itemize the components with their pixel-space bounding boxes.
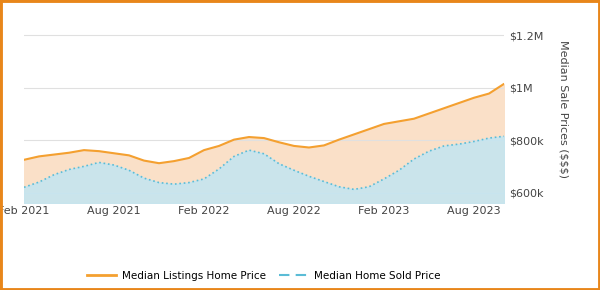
Legend: Median Listings Home Price, Median Home Sold Price: Median Listings Home Price, Median Home … [83,267,445,285]
Y-axis label: Median Sale Prices ($$$): Median Sale Prices ($$$) [558,40,568,178]
